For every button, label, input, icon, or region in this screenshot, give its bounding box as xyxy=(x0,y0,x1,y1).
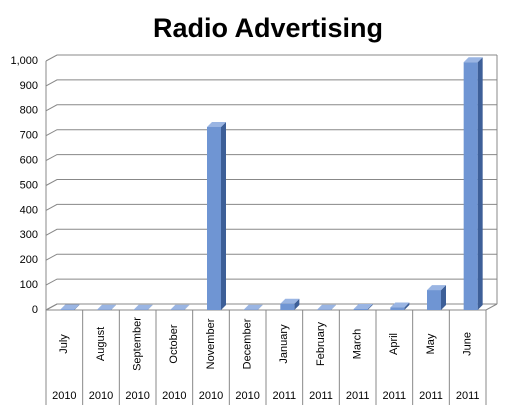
x-group-label: 2010 xyxy=(235,390,259,402)
grid-line xyxy=(45,154,497,162)
y-tick-label: 500 xyxy=(20,179,38,191)
y-tick-label: 0 xyxy=(32,304,38,316)
bar-front xyxy=(280,303,295,310)
bar-top xyxy=(353,304,373,310)
bar-side xyxy=(74,304,80,310)
bar xyxy=(207,121,226,310)
bar xyxy=(60,304,80,310)
bar-side xyxy=(147,304,153,310)
bar-top xyxy=(317,304,336,310)
bar xyxy=(280,298,300,310)
bar-side xyxy=(257,304,263,310)
grid-line xyxy=(45,79,497,87)
bar-front xyxy=(463,62,478,311)
x-tick-label: September xyxy=(132,317,144,371)
bar-side xyxy=(477,57,483,311)
x-group-label: 2010 xyxy=(52,390,76,402)
grid-line xyxy=(45,54,497,62)
bar xyxy=(353,304,373,310)
bar xyxy=(133,304,153,310)
y-tick-label: 100 xyxy=(20,279,38,291)
bar-top xyxy=(170,304,190,310)
grid-line xyxy=(45,228,497,236)
bar-side xyxy=(294,298,300,310)
grid-line xyxy=(45,179,497,186)
x-group-label: 2010 xyxy=(89,390,113,402)
x-group-label: 2011 xyxy=(419,390,443,402)
bar-side xyxy=(184,304,190,310)
bar-side xyxy=(367,304,373,310)
x-tick-label: November xyxy=(205,318,217,369)
bar-front xyxy=(207,126,221,310)
bar-top xyxy=(133,304,153,310)
y-tick-label: 800 xyxy=(20,105,38,117)
x-group-label: 2011 xyxy=(383,390,407,402)
x-tick-label: February xyxy=(315,321,327,366)
bar-side xyxy=(331,304,336,310)
bar-side xyxy=(221,121,226,310)
x-group-label: 2010 xyxy=(199,390,223,402)
y-tick-label: 200 xyxy=(20,254,38,266)
bar-front xyxy=(427,290,441,310)
x-tick-label: May xyxy=(425,333,437,354)
x-tick-label: July xyxy=(58,334,70,354)
x-group-label: 2011 xyxy=(273,390,297,402)
bar-side xyxy=(111,304,116,310)
chart-title: Radio Advertising xyxy=(153,13,383,43)
x-tick-label: December xyxy=(242,318,254,369)
grid-line xyxy=(45,303,497,311)
bar xyxy=(317,304,336,310)
x-group-label: 2011 xyxy=(346,390,370,402)
bar-top xyxy=(207,121,226,127)
bar xyxy=(97,304,116,310)
bar xyxy=(243,304,263,310)
y-tick-label: 600 xyxy=(20,155,38,167)
x-group-label: 2010 xyxy=(162,390,186,402)
bar xyxy=(390,302,410,310)
x-tick-label: June xyxy=(462,332,474,356)
bar-top xyxy=(463,57,483,63)
x-tick-label: January xyxy=(278,324,290,364)
bar-top xyxy=(280,298,300,304)
grid-line xyxy=(45,253,497,261)
bar-top xyxy=(243,304,263,310)
bar xyxy=(427,285,446,310)
y-tick-label: 900 xyxy=(20,80,38,92)
grid-line xyxy=(45,278,497,286)
bar xyxy=(170,304,190,310)
y-tick-label: 1,000 xyxy=(10,55,38,67)
x-group-label: 2010 xyxy=(125,390,149,402)
bar-side xyxy=(441,285,446,310)
bar-top xyxy=(390,302,410,308)
x-tick-label: October xyxy=(168,324,180,363)
bar-top xyxy=(97,304,116,310)
bar-side xyxy=(404,302,410,310)
x-tick-label: April xyxy=(388,333,400,355)
grid-line xyxy=(45,104,497,112)
bar-top xyxy=(60,304,80,310)
x-group-label: 2011 xyxy=(309,390,333,402)
bar xyxy=(463,57,483,311)
x-tick-label: August xyxy=(95,327,107,361)
x-tick-label: March xyxy=(352,329,364,360)
bar-front xyxy=(390,307,405,310)
y-tick-label: 300 xyxy=(20,229,38,241)
x-group-label: 2011 xyxy=(456,390,480,402)
grid-line xyxy=(45,129,497,137)
bar-top xyxy=(427,285,446,291)
y-tick-label: 700 xyxy=(20,130,38,142)
grid-line xyxy=(45,203,497,211)
y-tick-label: 400 xyxy=(20,204,38,216)
bar-front xyxy=(353,309,368,310)
